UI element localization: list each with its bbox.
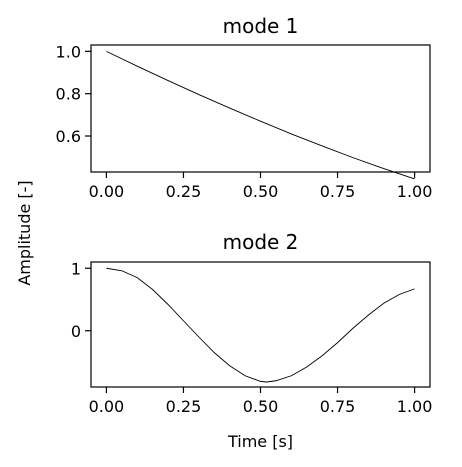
y-tick-label: 0.6 <box>56 127 81 146</box>
shared-y-axis-label: Amplitude [-] <box>15 180 34 285</box>
x-tick-label: 0.25 <box>166 182 202 201</box>
subplot-mode-2: mode 2 0.00 0.25 0.50 0.75 1.00 0 1 Time [s] <box>71 230 433 451</box>
x-tick-label: 0.50 <box>243 397 279 416</box>
y-tick-label: 1 <box>71 259 81 278</box>
tick-group: 0.00 0.25 0.50 0.75 1.00 0 1 <box>71 259 433 416</box>
x-tick-label: 0.75 <box>320 397 356 416</box>
x-tick-label: 0.50 <box>243 182 279 201</box>
y-tick-label: 1.0 <box>56 42 81 61</box>
subplot-mode-1: mode 1 0.00 0.25 0.50 0.75 1.00 0.6 0.8 1.0 <box>56 14 433 201</box>
series-line-mode-2 <box>106 267 415 383</box>
x-tick-label: 0.25 <box>166 397 202 416</box>
x-axis-label: Time [s] <box>227 432 293 451</box>
series-line-mode-1 <box>106 50 415 180</box>
x-tick-label: 0.00 <box>89 182 125 201</box>
tick-group: 0.00 0.25 0.50 0.75 1.00 0.6 0.8 1.0 <box>56 42 433 201</box>
plot-frame <box>90 44 431 173</box>
x-tick-label: 0.75 <box>320 182 356 201</box>
chart-title: mode 1 <box>223 14 299 38</box>
chart-title: mode 2 <box>223 230 299 254</box>
y-tick-label: 0.8 <box>56 85 81 104</box>
x-tick-label: 1.00 <box>397 182 433 201</box>
x-tick-label: 1.00 <box>397 397 433 416</box>
y-tick-label: 0 <box>71 322 81 341</box>
x-tick-label: 0.00 <box>89 397 125 416</box>
